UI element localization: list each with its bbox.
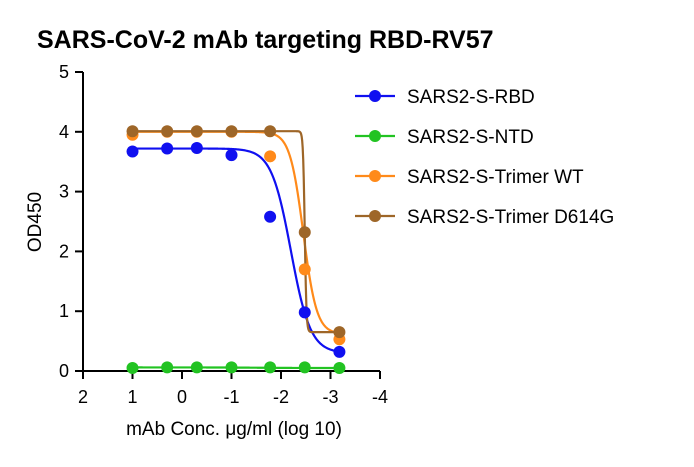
data-point [264, 361, 277, 374]
data-point [264, 210, 277, 223]
data-point [190, 125, 203, 138]
data-points [126, 125, 346, 375]
fit-curves [132, 130, 340, 370]
legend-marker [369, 210, 381, 222]
legend-label: SARS2-S-NTD [407, 127, 534, 148]
legend-marker [369, 170, 381, 182]
legend-marker [369, 130, 381, 142]
data-point [298, 263, 311, 276]
data-point [225, 125, 238, 138]
data-point [161, 142, 174, 155]
x-tick-label: 0 [177, 387, 187, 407]
x-tick-label: 2 [78, 387, 88, 407]
legend-label: SARS2-S-Trimer D614G [407, 207, 614, 228]
data-point [333, 362, 346, 375]
data-point [190, 141, 203, 154]
data-point [298, 361, 311, 374]
x-axis-title: mAb Conc. μg/ml (log 10) [126, 419, 342, 440]
data-point [225, 361, 238, 374]
legend-label: SARS2-S-Trimer WT [407, 167, 584, 188]
y-axis-title: OD450 [25, 192, 46, 252]
fit-curve [132, 147, 340, 353]
y-tick-label: 0 [59, 361, 69, 381]
x-tick-label: -4 [372, 387, 388, 407]
data-point [161, 361, 174, 374]
data-point [126, 125, 139, 138]
axes: 2 1 0 -1 -2 -3 -4 0 1 2 3 4 5 [59, 62, 388, 407]
data-point [298, 226, 311, 239]
data-point [264, 125, 277, 138]
data-point [264, 150, 277, 163]
y-tick-label: 5 [59, 62, 69, 82]
y-tick-label: 2 [59, 241, 69, 261]
y-tick-label: 1 [59, 301, 69, 321]
x-tick-label: 1 [127, 387, 137, 407]
legend-marker [369, 90, 381, 102]
data-point [298, 306, 311, 319]
data-point [126, 362, 139, 375]
data-point [333, 326, 346, 339]
data-point [225, 149, 238, 162]
x-tick-label: -2 [273, 387, 289, 407]
legend: SARS2-S-RBD SARS2-S-NTD SARS2-S-Trimer WT S… [355, 87, 614, 228]
y-tick-label: 4 [59, 122, 69, 142]
data-point [161, 125, 174, 138]
data-point [333, 345, 346, 358]
chart-title: SARS-CoV-2 mAb targeting RBD-RV57 [37, 26, 494, 54]
legend-label: SARS2-S-RBD [407, 87, 535, 108]
x-tick-label: -1 [223, 387, 239, 407]
y-tick-label: 3 [59, 182, 69, 202]
data-point [190, 361, 203, 374]
x-tick-label: -3 [322, 387, 338, 407]
data-point [126, 145, 139, 158]
